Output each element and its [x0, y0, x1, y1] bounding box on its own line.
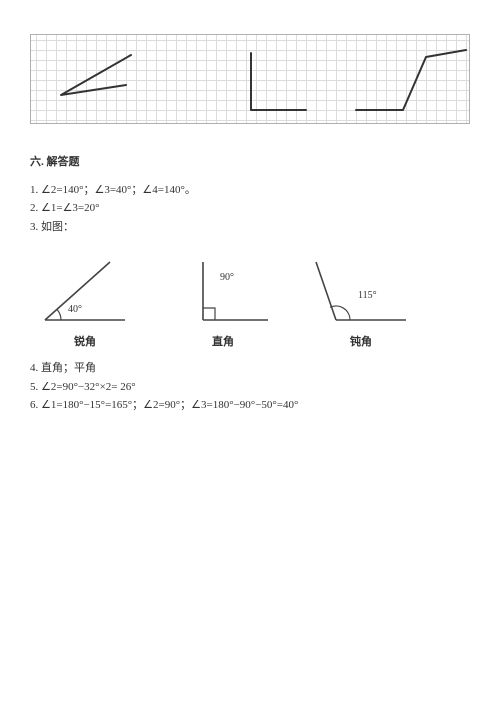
angle-obtuse-fig: 115° 钝角 — [306, 250, 416, 352]
grid-drawings — [31, 35, 471, 125]
section-title: 六. 解答题 — [30, 154, 470, 172]
svg-text:40°: 40° — [68, 304, 82, 315]
angle-acute-label: 锐角 — [74, 334, 96, 352]
answer-4: 4. 直角；平角 — [30, 360, 470, 378]
svg-text:90°: 90° — [220, 272, 234, 283]
angle-obtuse-svg: 115° — [306, 250, 416, 330]
angle-acute-fig: 40° 锐角 — [30, 250, 140, 352]
answer-1: 1. ∠2=140°；∠3=40°；∠4=140°。 — [30, 182, 470, 200]
angle-obtuse-label: 钝角 — [350, 334, 372, 352]
angle-right-svg: 90° — [168, 250, 278, 330]
answer-6: 6. ∠1=180°−15°=165°；∠2=90°；∠3=180°−90°−5… — [30, 397, 470, 415]
answer-3: 3. 如图： — [30, 219, 470, 237]
angle-figures-row: 40° 锐角 90° 直角 115° 钝角 — [30, 250, 470, 352]
angle-acute-svg: 40° — [30, 250, 140, 330]
angle-right-fig: 90° 直角 — [168, 250, 278, 352]
svg-text:115°: 115° — [358, 290, 377, 301]
angle-right-label: 直角 — [212, 334, 234, 352]
answer-5: 5. ∠2=90°−32°×2= 26° — [30, 379, 470, 397]
answer-2: 2. ∠1=∠3=20° — [30, 200, 470, 218]
grid-panel — [30, 34, 470, 124]
